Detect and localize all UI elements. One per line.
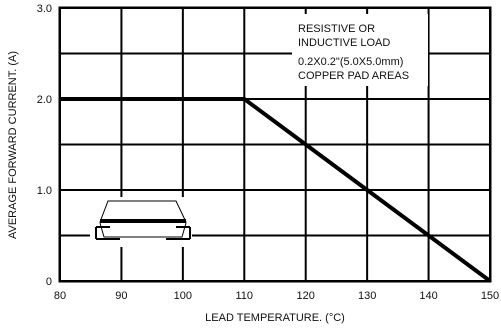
x-tick-label-7: 150	[481, 290, 499, 302]
plot-border	[58, 6, 492, 283]
annotation-line-1: RESISTIVE OR	[298, 23, 375, 35]
y-tick-labels: 0 1.0 2.0 3.0	[37, 3, 52, 288]
annotation-background	[292, 14, 428, 86]
x-tick-label-5: 130	[358, 290, 376, 302]
y-axis-title: AVERAGE FORWARD CURRENT. (A)	[7, 51, 19, 239]
annotation-line-3: 0.2X0.2"(5.0X5.0mm)	[298, 56, 403, 68]
x-tick-labels: 80 90 100 110 120 130 140 150	[54, 290, 499, 302]
x-axis-title: LEAD TEMPERATURE. (°C)	[205, 312, 345, 324]
y-tick-label-1: 1.0	[37, 185, 52, 197]
smd-package-on-copper-pads-icon	[90, 197, 192, 247]
x-tick-label-0: 80	[54, 290, 66, 302]
x-tick-label-2: 100	[174, 290, 192, 302]
x-tick-label-6: 140	[419, 290, 437, 302]
x-tick-label-4: 120	[297, 290, 315, 302]
y-tick-label-2: 2.0	[37, 94, 52, 106]
series-group	[60, 97, 492, 283]
series-line-0	[60, 97, 492, 283]
y-tick-label-0: 0	[46, 276, 52, 288]
x-tick-label-3: 110	[236, 290, 254, 302]
annotation-line-2: INDUCTIVE LOAD	[298, 37, 390, 49]
annotation-line-4: COPPER PAD AREAS	[298, 70, 409, 82]
y-tick-label-3: 3.0	[37, 3, 52, 15]
x-tick-label-1: 90	[115, 290, 127, 302]
